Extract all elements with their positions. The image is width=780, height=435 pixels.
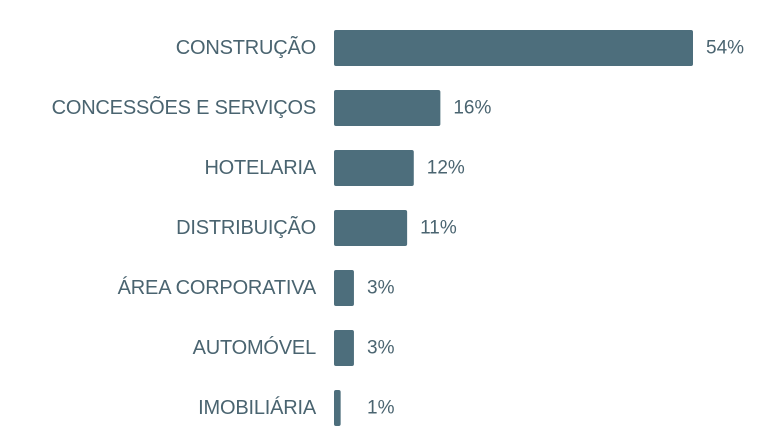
category-labels: CONSTRUÇÃO CONCESSÕES E SERVIÇOS HOTELARIA… bbox=[52, 35, 317, 419]
value-label-imobiliaria: 1% bbox=[367, 398, 395, 419]
bar-imobiliaria bbox=[334, 390, 341, 426]
bar-distribuicao bbox=[334, 210, 408, 246]
value-label-automovel: 3% bbox=[367, 338, 395, 359]
value-label-hotelaria: 12% bbox=[427, 158, 465, 179]
category-label-imobiliaria: IMOBILIÁRIA bbox=[198, 396, 317, 419]
category-label-concessoes-e-servicos: CONCESSÕES E SERVIÇOS bbox=[52, 95, 316, 119]
bar-area-corporativa bbox=[334, 270, 354, 306]
category-label-distribuicao: DISTRIBUIÇÃO bbox=[176, 215, 316, 239]
bar-construcao bbox=[334, 30, 693, 66]
category-label-hotelaria: HOTELARIA bbox=[204, 157, 316, 179]
value-label-concessoes-e-servicos: 16% bbox=[453, 98, 491, 119]
category-label-automovel: AUTOMÓVEL bbox=[193, 336, 316, 359]
value-label-distribuicao: 11% bbox=[420, 218, 457, 239]
category-label-construcao: CONSTRUÇÃO bbox=[176, 35, 316, 59]
value-label-construcao: 54% bbox=[706, 38, 744, 59]
value-labels: 54% 16% 12% 11% 3% 3% 1% bbox=[367, 38, 744, 419]
category-label-area-corporativa: ÁREA CORPORATIVA bbox=[118, 276, 317, 299]
bars bbox=[334, 30, 693, 426]
bar-automovel bbox=[334, 330, 354, 366]
value-label-area-corporativa: 3% bbox=[367, 278, 395, 299]
bar-hotelaria bbox=[334, 150, 414, 186]
bar-concessoes-e-servicos bbox=[334, 90, 441, 126]
